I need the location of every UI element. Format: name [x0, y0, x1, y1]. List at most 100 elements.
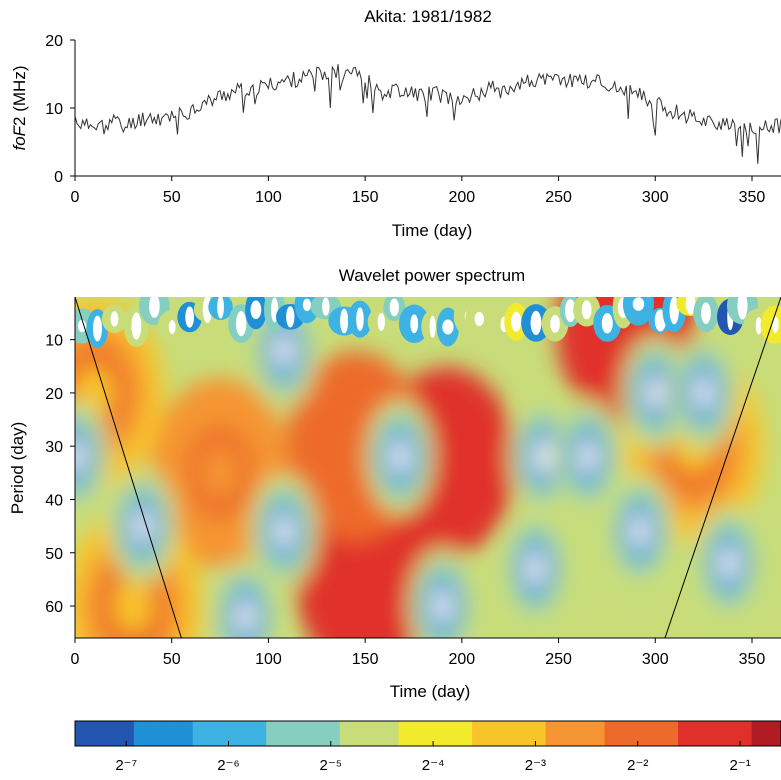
- fof2-x-tick-label: 0: [71, 189, 80, 206]
- wavelet-zero-core: [134, 508, 151, 545]
- colorbar-cell: [766, 721, 781, 746]
- colorbar-cell: [545, 721, 561, 746]
- wavelet-noise-core: [685, 297, 696, 315]
- colorbar-cell: [354, 721, 370, 746]
- wavelet-zero-core: [275, 513, 292, 550]
- wavelet-chart-title: Wavelet power spectrum: [339, 266, 525, 285]
- wavelet-noise-core: [92, 315, 103, 342]
- fof2-y-tick-label: 0: [54, 169, 63, 186]
- wavelet-x-tick-label: 200: [448, 651, 475, 668]
- colorbar-cell: [251, 721, 267, 746]
- fof2-chart-title: Akita: 1981/1982: [364, 7, 492, 26]
- wavelet-x-axis-label: Time (day): [390, 682, 471, 701]
- wavelet-noise-core: [755, 316, 762, 335]
- cone-of-influence-left: [75, 297, 182, 638]
- wavelet-x-axis: 0 50 100 150 200 250 300 350: [71, 638, 765, 668]
- wavelet-y-axis-label: Period (day): [8, 422, 27, 515]
- colorbar-tick-label: 2⁻⁷: [115, 757, 137, 774]
- wavelet-noise-core: [632, 297, 645, 311]
- wavelet-x-tick-label: 150: [352, 651, 379, 668]
- fof2-x-tick-label: 100: [255, 189, 282, 206]
- wavelet-noise-core: [185, 306, 194, 328]
- wavelet-noise-core: [442, 319, 454, 335]
- wavelet-hot-contour: [426, 435, 466, 489]
- colorbar-cell: [442, 721, 459, 746]
- wavelet-x-tick-label: 250: [545, 651, 572, 668]
- colorbar-cell: [530, 721, 547, 746]
- colorbar-cell: [339, 721, 356, 746]
- wavelet-x-tick-label: 0: [71, 651, 80, 668]
- colorbar-cell: [633, 721, 650, 746]
- wavelet-noise-core: [168, 320, 176, 335]
- wavelet-noise-core: [235, 311, 247, 337]
- wavelet-y-axis: 10 20 30 40 50 60: [45, 333, 75, 616]
- wavelet-noise-core: [77, 319, 87, 333]
- wavelet-noise-core: [701, 302, 711, 324]
- wavelet-zero-core: [434, 588, 451, 625]
- wavelet-zero-core: [527, 550, 544, 587]
- wavelet-zero-core: [720, 545, 737, 582]
- colorbar-gradient: [75, 721, 781, 746]
- fof2-y-axis-label: foF2 (MHz): [10, 65, 29, 150]
- wavelet-zero-core: [535, 438, 552, 475]
- colorbar-cell: [722, 721, 738, 746]
- colorbar-cell: [383, 721, 400, 746]
- colorbar-cell: [575, 721, 591, 746]
- wavelet-hot-contour: [113, 579, 153, 633]
- wavelet-x-tick-label: 300: [642, 651, 669, 668]
- wavelet-y-tick-label: 40: [45, 492, 63, 509]
- colorbar-cell: [148, 721, 164, 746]
- fof2-ylabel-plain: 2 (MHz): [10, 65, 29, 125]
- colorbar-tick-label: 2⁻²: [627, 757, 648, 774]
- colorbar-cell: [428, 721, 444, 746]
- wavelet-zero-core: [75, 438, 83, 475]
- colorbar-cell: [751, 721, 767, 746]
- colorbar-cell: [692, 721, 709, 746]
- fof2-series-line: [75, 64, 781, 164]
- fof2-ylabel-italic: foF: [10, 124, 29, 150]
- wavelet-zero-core: [391, 438, 408, 475]
- colorbar-cell: [119, 721, 135, 746]
- colorbar-cell: [222, 721, 238, 746]
- wavelet-zero-core: [237, 598, 254, 635]
- colorbar-cell: [589, 721, 606, 746]
- wavelet-x-tick-label: 100: [255, 651, 282, 668]
- fof2-y-tick-label: 10: [45, 101, 63, 118]
- wavelet-noise-core: [340, 308, 349, 334]
- colorbar-cell: [325, 721, 341, 746]
- wavelet-noise-core: [772, 316, 779, 333]
- wavelet-noise-core: [564, 299, 576, 323]
- colorbar-cell: [89, 721, 106, 746]
- wavelet-zero-core: [647, 374, 664, 411]
- wavelet-hot-contour: [200, 446, 240, 500]
- wavelet-noise-blob: [760, 305, 781, 345]
- wavelet-power-field: [75, 297, 764, 638]
- colorbar-cell: [604, 721, 620, 746]
- colorbar-cell: [472, 721, 488, 746]
- colorbar-cell: [457, 721, 473, 746]
- colorbar-cell: [663, 721, 679, 746]
- wavelet-noise-core: [410, 314, 419, 334]
- colorbar-tick-label: 2⁻³: [525, 757, 546, 774]
- wavelet-noise-core: [110, 311, 119, 327]
- wavelet-noise-core: [550, 314, 560, 333]
- colorbar-cell: [266, 721, 282, 746]
- colorbar-tick-label: 2⁻⁴: [422, 757, 445, 774]
- wavelet-y-tick-label: 30: [45, 439, 63, 456]
- fof2-y-axis: 0 10 20: [45, 33, 76, 186]
- wavelet-y-tick-label: 50: [45, 546, 63, 563]
- colorbar-cell: [207, 721, 223, 746]
- wavelet-y-tick-label: 60: [45, 599, 63, 616]
- colorbar-cell: [133, 721, 150, 746]
- wavelet-x-tick-label: 50: [163, 651, 181, 668]
- colorbar-cell: [619, 721, 635, 746]
- wavelet-noise-core: [737, 297, 748, 320]
- wavelet-y-tick-label: 20: [45, 386, 63, 403]
- colorbar-cell: [413, 721, 429, 746]
- colorbar: 2⁻⁷ 2⁻⁶ 2⁻⁵ 2⁻⁴ 2⁻³ 2⁻² 2⁻¹: [74, 720, 781, 774]
- fof2-x-tick-label: 250: [545, 189, 572, 206]
- wavelet-noise-core: [250, 300, 262, 320]
- wavelet-noise-core: [131, 312, 142, 340]
